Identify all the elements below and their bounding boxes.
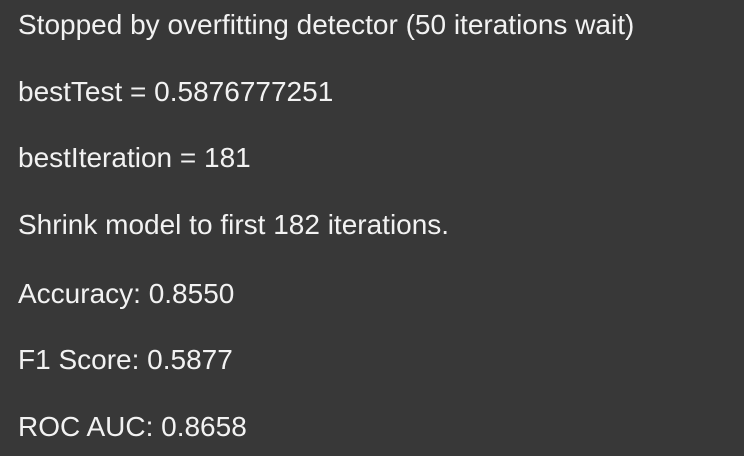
- roc-auc-metric: ROC AUC: 0.8658: [18, 411, 247, 442]
- f1-score-metric: F1 Score: 0.5877: [18, 344, 233, 375]
- accuracy-metric: Accuracy: 0.8550: [18, 278, 235, 309]
- overfitting-detector-message: Stopped by overfitting detector (50 iter…: [18, 9, 635, 40]
- best-test-line: bestTest = 0.5876777251: [18, 76, 334, 107]
- best-iteration-line: bestIteration = 181: [18, 142, 251, 173]
- shrink-model-message: Shrink model to first 182 iterations.: [18, 209, 450, 240]
